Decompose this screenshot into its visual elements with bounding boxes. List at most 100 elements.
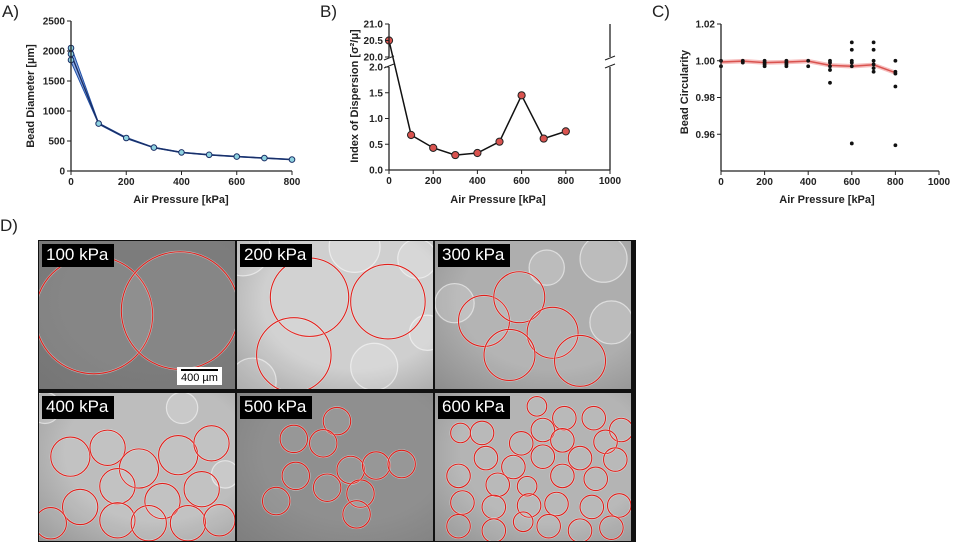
chart-b-point-5	[495, 137, 504, 146]
chart-c-point-13	[806, 58, 811, 63]
chart-b-xtick-label: 600	[513, 176, 530, 187]
bead-outline	[508, 431, 534, 456]
bead-outline	[89, 429, 126, 466]
micrograph-pressure-label: 500 kPa	[240, 396, 313, 419]
bead-outline	[256, 317, 332, 389]
chart-b-ytick-label: 2.0	[369, 63, 383, 74]
chart-c-point-31	[893, 143, 898, 148]
chart-c-point-23	[849, 47, 854, 52]
unmarked-bead	[165, 393, 199, 425]
chart-b-point-4	[473, 148, 482, 158]
bead-outline	[183, 471, 220, 508]
unmarked-bead	[579, 241, 628, 283]
chart-b-point-1	[407, 130, 416, 140]
bead-outline	[606, 493, 631, 518]
chart-b-point-6	[517, 91, 526, 100]
bead-outline	[516, 493, 542, 518]
chart-b-point-8	[561, 127, 570, 136]
chart-a-xtick-label: 600	[228, 177, 245, 188]
chart-c-ytick-label: 0.98	[696, 93, 716, 104]
bead-outline	[312, 473, 342, 502]
chart-c-point-11	[784, 58, 789, 63]
chart-a-point-10	[288, 156, 296, 163]
bead-outline	[483, 328, 536, 381]
bead-outline	[599, 515, 624, 540]
chart-b-point-2	[429, 143, 438, 152]
bead-outline	[526, 395, 548, 417]
chart-b-ytick-label-upper: 20.5	[364, 36, 384, 47]
unmarked-bead	[237, 357, 277, 389]
micrograph-tile: 300 kPa	[435, 241, 631, 389]
chart-b-xtick-label: 0	[386, 176, 392, 187]
chart-b-point-3	[451, 150, 460, 160]
micrograph-tile: 500 kPa	[237, 393, 433, 541]
micrograph-tile: 200 kPa	[237, 241, 433, 389]
micrograph-beads	[39, 250, 235, 375]
bead-outline	[50, 436, 91, 477]
chart-b-xtick-label: 400	[469, 176, 486, 187]
chart-c-point-12	[806, 64, 811, 69]
chart-c-xtick-label: 600	[843, 177, 860, 188]
chart-c-point-25	[871, 69, 876, 74]
bead-outline	[581, 405, 607, 431]
micrograph-pressure-label: 200 kPa	[240, 244, 313, 267]
chart-c-xtick-label: 400	[800, 177, 817, 188]
chart-c-point-19	[849, 141, 854, 146]
chart-c-ytick-label: 0.96	[696, 130, 716, 141]
bead-outline	[512, 511, 534, 533]
bead-outline	[169, 505, 207, 541]
micrograph-beads	[237, 241, 433, 389]
chart-c-marks: 0.96 0.98 1.00 1.02 0 200 400 600 800 1000	[696, 20, 951, 189]
micrograph-grid: 100 kPa 400 µm 200 kPa 300 kPa 400 kPa 500 kP…	[38, 240, 636, 542]
micrograph-beads	[435, 241, 631, 388]
chart-a-xtick-label: 0	[68, 177, 74, 188]
bead-outline	[481, 518, 507, 541]
bead-outline	[579, 494, 605, 520]
chart-b-xtick-label: 1000	[599, 176, 622, 187]
chart-c-point-26	[871, 66, 876, 70]
chart-c-point-32	[893, 84, 898, 89]
chart-a-xlabel: Air Pressure [kPa]	[133, 194, 229, 206]
chart-c-point-20	[849, 64, 854, 69]
chart-b-ytick-label: 0.5	[369, 140, 383, 151]
micrograph-tile: 400 kPa	[39, 393, 235, 541]
micrograph-beads	[261, 406, 417, 530]
chart-c-point-29	[871, 47, 876, 52]
chart-c-point-22	[849, 58, 854, 63]
chart-a-point-6	[178, 149, 185, 156]
chart-b-break-mark-right-a	[604, 55, 616, 61]
bead-outline	[350, 263, 426, 340]
bead-outline	[281, 461, 311, 491]
bead-outline	[130, 505, 167, 541]
chart-c-point-28	[871, 58, 876, 63]
bead-outline	[544, 491, 569, 517]
chart-a-upper-line	[70, 46, 293, 160]
chart-c-point-14	[828, 80, 832, 85]
micrograph-tile: 600 kPa	[435, 393, 631, 541]
chart-b-ylabel: Index of Dispersion [σ²/μ]	[349, 29, 361, 163]
bead-outline	[567, 518, 593, 541]
bead-outline	[193, 425, 230, 462]
chart-b-series-line	[388, 40, 567, 156]
chart-b-ytick-label: 1.5	[369, 88, 383, 99]
chart-b-xtick-label: 200	[425, 176, 442, 187]
chart-b-break-mark-left-a	[383, 55, 395, 61]
chart-c-point-34	[893, 69, 898, 74]
micrograph-pressure-label: 100 kPa	[42, 244, 115, 267]
unmarked-bead	[408, 314, 433, 351]
chart-b-ytick-label-upper: 20.0	[364, 53, 384, 64]
chart-a-ytick-label: 1000	[43, 107, 66, 118]
panel-label-d: D)	[0, 216, 18, 235]
chart-c-xtick-label: 200	[756, 177, 773, 188]
micrograph-pressure-label: 400 kPa	[42, 396, 115, 419]
bead-outline	[493, 271, 546, 324]
chart-b-ytick-label-upper: 21.0	[364, 20, 384, 31]
bead-outline	[526, 306, 579, 359]
chart-a-band	[71, 46, 292, 160]
chart-a-ytick-label: 2500	[43, 17, 66, 28]
bead-outline	[308, 429, 338, 458]
scale-bar: 400 µm	[177, 367, 222, 385]
bead-outline	[450, 490, 475, 515]
bead-outline	[530, 417, 556, 443]
chart-a-point-5	[150, 144, 158, 151]
